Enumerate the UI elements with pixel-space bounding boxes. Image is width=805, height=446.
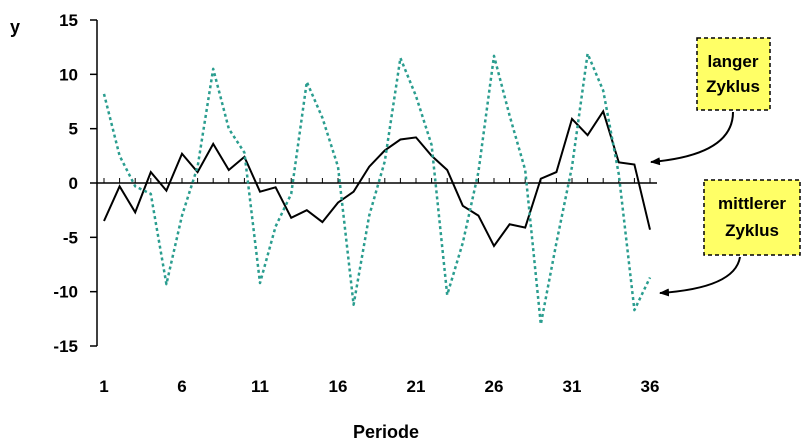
series-line-dotted [102,52,652,326]
y-tick-label: -5 [63,228,78,247]
y-tick-label: 10 [59,65,78,84]
x-tick-label: 36 [641,377,660,396]
callout-long-cycle-line1: langer [707,52,758,71]
x-tick-label: 6 [177,377,186,396]
callout-long-cycle: langer Zyklus [650,37,771,166]
y-tick-label: 15 [59,11,78,30]
callout-long-cycle-arrow [650,111,734,166]
y-tick-labels: 15 10 5 0 -5 -10 -15 [53,11,78,356]
y-axis-title: y [10,17,20,37]
y-tick-label: -15 [53,337,78,356]
callout-medium-cycle: mittlerer Zyklus [659,179,801,297]
y-tick-label: -10 [53,283,78,302]
callout-medium-cycle-box [703,179,801,256]
callout-medium-cycle-arrow [659,256,741,297]
x-tick-label: 1 [99,377,108,396]
y-tick-label: 0 [69,174,78,193]
callout-long-cycle-box [696,37,771,111]
x-tick-label: 21 [407,377,426,396]
callout-medium-cycle-line1: mittlerer [718,194,786,213]
x-tick-label: 26 [485,377,504,396]
x-axis-title: Periode [353,422,419,442]
series-layer [102,52,652,326]
x-tick-label: 16 [329,377,348,396]
y-tick-label: 5 [69,120,78,139]
axes [90,19,657,347]
x-tick-labels: 1 6 11 16 21 26 31 36 [99,377,659,396]
callout-medium-cycle-line2: Zyklus [725,221,779,240]
x-tick-label: 11 [251,377,269,396]
callout-long-cycle-line2: Zyklus [706,77,760,96]
series-line-solid [103,108,651,248]
x-tick-label: 31 [563,377,582,396]
